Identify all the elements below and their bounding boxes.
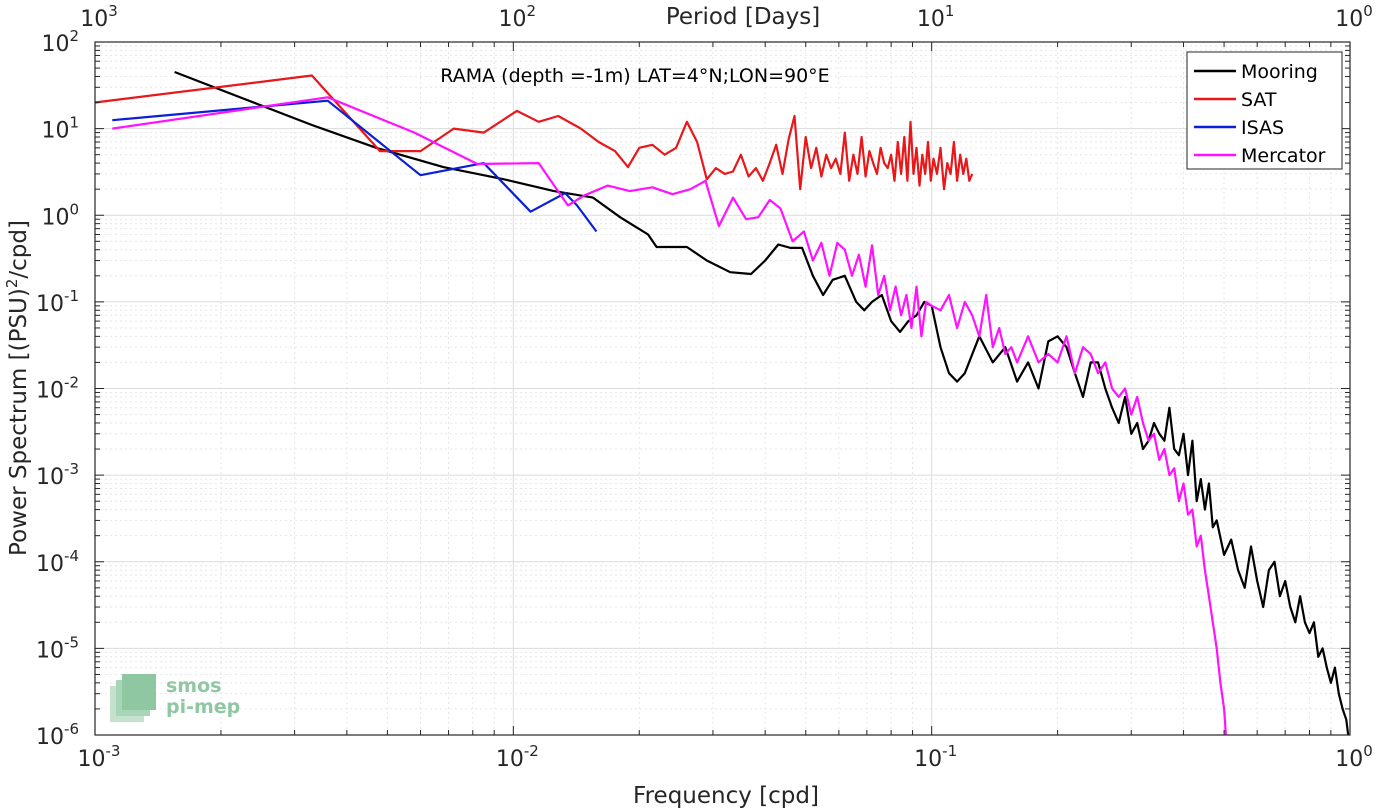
y-axis-label-main: Power Spectrum [(PSU) (6, 288, 32, 556)
x-tick-label: 100 (1335, 742, 1373, 772)
x-axis-label: Frequency [cpd] (633, 783, 819, 809)
y-tick-label-exponent: -2 (64, 374, 79, 392)
legend-label-mooring: Mooring (1241, 61, 1318, 83)
top-tick-label-exponent: 2 (527, 2, 537, 20)
y-tick-label-exponent: 1 (69, 114, 79, 132)
logo-text-pi-mep: pi-mep (166, 696, 240, 718)
y-tick-label-exponent: -4 (64, 547, 79, 565)
y-tick-label-base: 10 (41, 32, 69, 57)
x-tick-label: 10-1 (914, 742, 957, 772)
y-tick-label-base: 10 (36, 379, 64, 404)
legend-label-isas: ISAS (1241, 117, 1284, 139)
y-tick-label-exponent: 0 (69, 200, 79, 218)
series-line-mooring (174, 70, 1350, 736)
top-tick-label: 101 (917, 2, 955, 32)
top-tick-label-exponent: 1 (945, 2, 955, 20)
x-tick-label-base: 10 (496, 747, 524, 772)
y-tick-label: 10-2 (36, 374, 79, 404)
y-tick-label-exponent: -1 (64, 287, 79, 305)
series-line-mercator (112, 96, 1227, 736)
legend: Mooring SAT ISAS Mercator (1186, 51, 1343, 170)
x-tick-label: 10-3 (78, 742, 121, 772)
top-tick-label-base: 10 (1335, 7, 1363, 32)
y-tick-label-exponent: -6 (64, 720, 79, 738)
smos-pi-mep-logo: smos pi-mep (110, 674, 240, 722)
x-tick-label-exponent: -2 (524, 742, 539, 760)
y-tick-label-base: 10 (36, 465, 64, 490)
y-tick-label: 10-1 (36, 287, 79, 317)
top-tick-label: 103 (80, 2, 118, 32)
y-tick-label: 10-5 (36, 633, 79, 663)
y-tick-label: 100 (41, 200, 79, 230)
y-tick-label: 10-3 (36, 460, 79, 490)
top-tick-label: 100 (1335, 2, 1373, 32)
y-tick-label-exponent: -5 (64, 633, 79, 651)
x-tick-label-base: 10 (1335, 747, 1363, 772)
top-tick-label-base: 10 (80, 7, 108, 32)
y-axis-label: Power Spectrum [(PSU)2/cpd] (3, 220, 32, 556)
x-tick-label-exponent: 0 (1363, 742, 1373, 760)
y-tick-label-base: 10 (36, 292, 64, 317)
x-tick-label-base: 10 (78, 747, 106, 772)
y-tick-label-base: 10 (36, 725, 64, 750)
top-tick-label-base: 10 (917, 7, 945, 32)
x-tick-label-exponent: -1 (942, 742, 957, 760)
y-tick-label-base: 10 (41, 205, 69, 230)
y-tick-label: 10-4 (36, 547, 79, 577)
y-tick-label: 101 (41, 114, 79, 144)
x-tick-label-exponent: -3 (106, 742, 121, 760)
y-tick-label-exponent: -3 (64, 460, 79, 478)
top-tick-label-base: 10 (499, 7, 527, 32)
y-tick-label-base: 10 (36, 552, 64, 577)
x-tick-label-base: 10 (914, 747, 942, 772)
x-tick-label: 10-2 (496, 742, 539, 772)
logo-text-smos: smos (166, 675, 221, 697)
y-axis-label-suffix: /cpd] (6, 220, 32, 279)
grid (95, 42, 1350, 735)
ticks (94, 42, 1350, 736)
top-axis-label: Period [Days] (666, 4, 820, 30)
y-tick-label-base: 10 (36, 638, 64, 663)
y-tick-label-exponent: 2 (69, 27, 79, 45)
chart-title: RAMA (depth =-1m) LAT=4°N;LON=90°E (440, 65, 829, 87)
y-tick-label: 10-6 (36, 720, 79, 750)
legend-label-sat: SAT (1241, 89, 1277, 111)
y-tick-label: 102 (41, 27, 79, 57)
series-layer (94, 70, 1350, 736)
legend-label-mercator: Mercator (1241, 145, 1326, 167)
logo-mark-icon (110, 674, 156, 722)
top-tick-label: 102 (499, 2, 537, 32)
top-tick-label-exponent: 0 (1363, 2, 1373, 20)
y-axis-label-sup: 2 (3, 279, 21, 289)
y-tick-label-base: 10 (41, 119, 69, 144)
series-line-sat (94, 74, 974, 191)
top-tick-label-exponent: 3 (108, 2, 118, 20)
series-line-isas (112, 99, 598, 233)
